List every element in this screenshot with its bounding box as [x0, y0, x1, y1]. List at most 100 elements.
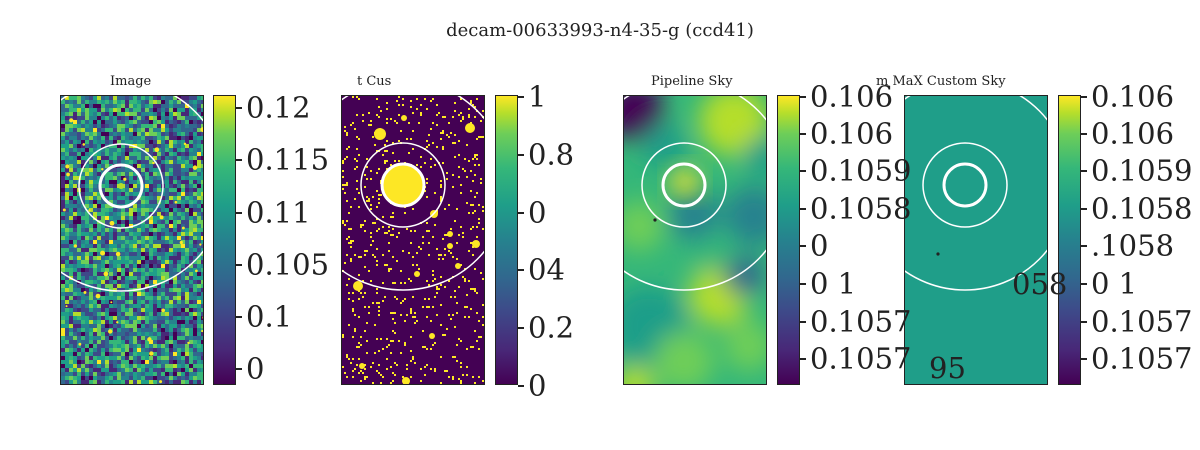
star-source — [159, 215, 164, 220]
colorbar-tick-label: 0.1058 — [1091, 191, 1193, 226]
masked-source — [447, 243, 453, 249]
star-source — [123, 177, 127, 181]
colorbar-tick — [236, 316, 242, 318]
colorbar-tick-label: 0.1058 — [810, 191, 912, 226]
colorbar-tick-label: 0.106 — [810, 116, 894, 151]
colorbar-tick — [236, 159, 242, 161]
star-source — [201, 330, 203, 333]
colorbar-tick — [1081, 208, 1087, 210]
star-source — [179, 240, 183, 245]
star-source — [78, 342, 82, 346]
masked-source — [429, 333, 435, 339]
mask-heatmap — [341, 95, 485, 385]
star-source — [161, 308, 166, 313]
colorbar-tick-label: 0.2 — [528, 310, 575, 345]
star-source — [199, 243, 202, 246]
colorbar-tick — [1081, 170, 1087, 172]
colorbar-tick — [1081, 283, 1087, 285]
colorbar-tick-label: 1 — [528, 79, 547, 114]
star-source — [149, 351, 154, 356]
star-source — [95, 293, 101, 299]
masked-source — [353, 281, 363, 291]
star-source — [62, 208, 66, 212]
image-colorbar — [213, 95, 236, 385]
aperture-middle-ring — [641, 142, 727, 228]
dot-marker — [653, 218, 657, 222]
pipeline-sky-heatmap — [623, 95, 767, 385]
custom-sky-heatmap — [904, 95, 1048, 385]
masked-source — [447, 231, 453, 237]
star-source — [154, 147, 160, 153]
colorbar-tick — [800, 283, 806, 285]
mask-colorbar — [495, 95, 518, 385]
star-source — [83, 291, 87, 294]
colorbar-tick — [1081, 321, 1087, 323]
mask-background — [342, 96, 484, 384]
aperture-outer-ring — [905, 96, 1047, 291]
colorbar-tick — [1081, 358, 1087, 360]
stray-label-95: 95 — [929, 351, 966, 385]
colorbar-tick-label: 0.106 — [1091, 79, 1175, 114]
colorbar-tick — [518, 154, 524, 156]
colorbar-tick-label: 0.1057 — [1091, 341, 1193, 376]
masked-source — [402, 377, 410, 384]
colorbar-tick — [800, 133, 806, 135]
colorbar-tick — [236, 264, 242, 266]
panel-title-custom-sky: m MaX Custom Sky — [876, 74, 1006, 89]
star-source — [174, 200, 178, 204]
noise-pixels — [61, 96, 203, 384]
star-source — [110, 301, 113, 304]
star-source — [115, 251, 121, 257]
colorbar-tick-label: 0.106 — [810, 79, 894, 114]
pipeline-sky-heatmap-plot — [624, 96, 766, 384]
mask-heatmap-plot — [342, 96, 484, 384]
dot-marker — [936, 252, 940, 256]
colorbar-tick-label: .1058 — [1091, 228, 1175, 263]
star-source — [116, 321, 119, 324]
star-source — [109, 220, 115, 226]
colorbar-tick — [518, 269, 524, 271]
colorbar-tick-label: 0.11 — [246, 195, 311, 230]
star-source — [66, 172, 70, 177]
star-source — [152, 383, 154, 384]
masked-source — [359, 363, 365, 369]
star-source — [159, 380, 163, 384]
aperture-outer-ring — [624, 96, 766, 291]
colorbar-tick-label: 0.115 — [246, 142, 330, 177]
colorbar-tick-label: 0.1 — [246, 299, 293, 334]
custom-sky-heatmap-plot — [905, 96, 1047, 384]
masked-source — [414, 271, 420, 277]
colorbar-tick — [236, 212, 242, 214]
image-heatmap — [60, 95, 204, 385]
colorbar-tick-label: 0 — [810, 228, 829, 263]
panel-title-pipeline-sky: Pipeline Sky — [651, 74, 733, 89]
star-source — [152, 161, 155, 165]
masked-source — [374, 128, 386, 140]
star-source — [65, 305, 68, 308]
colorbar-tick — [518, 385, 524, 387]
colorbar-tick — [518, 96, 524, 98]
aperture-middle-ring — [360, 142, 446, 228]
star-source — [103, 271, 109, 277]
colorbar-tick-label: 0.1059 — [810, 153, 912, 188]
colorbar-tick-label: 0.12 — [246, 90, 311, 125]
aperture-middle-ring — [78, 143, 164, 229]
colorbar-tick-label: 0.1057 — [810, 304, 912, 339]
bright-sky-blob — [671, 168, 699, 196]
masked-source — [465, 123, 475, 133]
colorbar-tick-label: 0.105 — [246, 247, 330, 282]
target-source — [118, 183, 124, 189]
colorbar-tick-label: 0.1059 — [1091, 153, 1193, 188]
star-source — [82, 143, 86, 146]
image-heatmap-plot — [61, 96, 203, 384]
figure-title: decam-00633993-n4-35-g (ccd41) — [446, 20, 754, 41]
star-source — [108, 329, 113, 334]
colorbar-tick — [236, 368, 242, 370]
sky-blobs — [624, 96, 766, 384]
star-source — [65, 164, 70, 169]
masked-source — [455, 263, 461, 269]
colorbar-tick-label: 0 — [528, 195, 547, 230]
star-source — [100, 250, 106, 256]
colorbar-tick-label: 0 1 — [810, 266, 857, 301]
masked-source — [401, 115, 407, 121]
